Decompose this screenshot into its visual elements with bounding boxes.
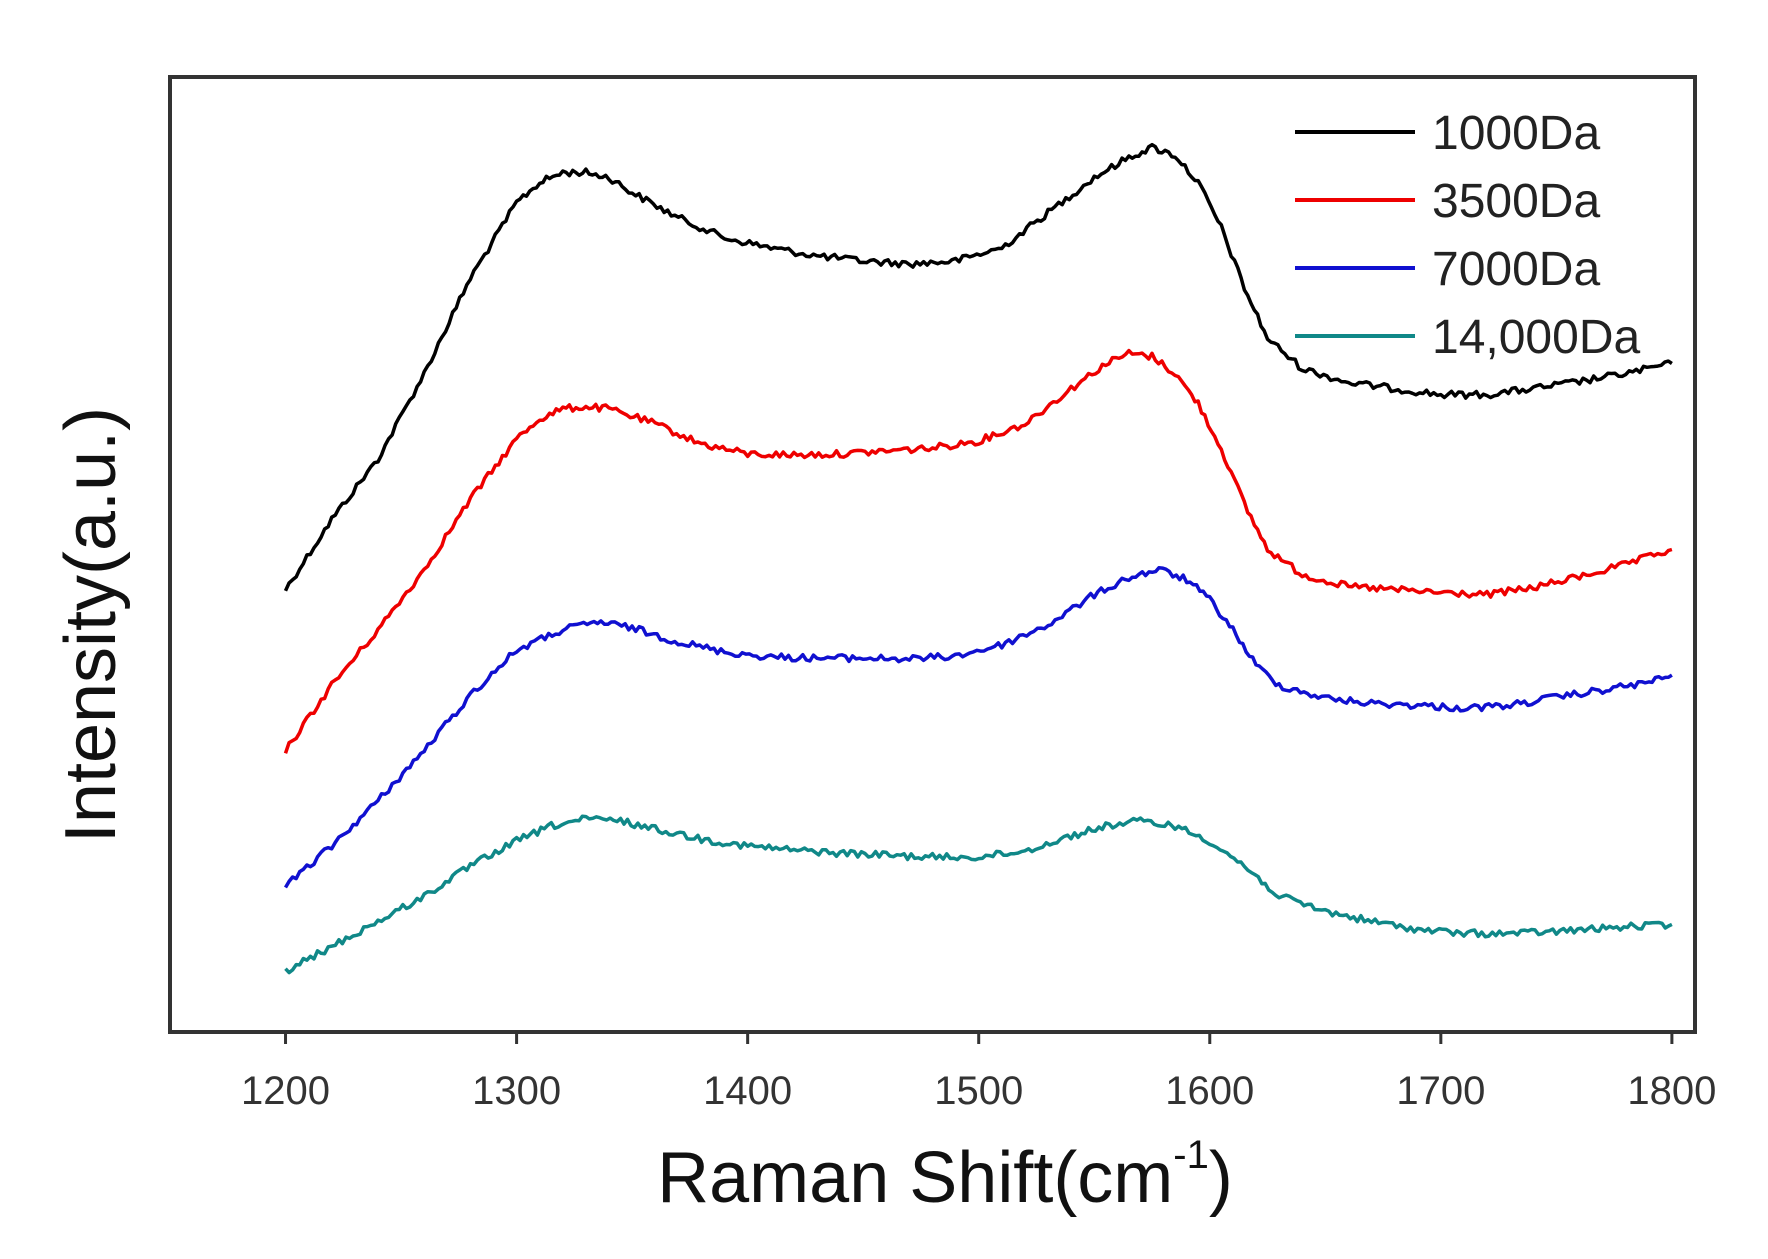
y-axis-title: Intensity(a.u.)	[51, 407, 131, 843]
x-tick-label-1600: 1600	[1165, 1069, 1254, 1113]
series-lines	[283, 142, 1673, 975]
legend: 1000Da 3500Da 7000Da 14,000Da	[1295, 107, 1640, 364]
series-line-3	[284, 814, 1673, 975]
x-tick-label-1300: 1300	[472, 1069, 561, 1113]
series-line-2	[283, 566, 1673, 889]
legend-label-0: 1000Da	[1432, 107, 1600, 160]
x-axis-title-suffix: )	[1209, 1138, 1233, 1218]
x-tick-label-1800: 1800	[1627, 1069, 1716, 1113]
x-tick-label-1200: 1200	[241, 1069, 330, 1113]
x-tick-label-1400: 1400	[703, 1069, 792, 1113]
plot-frame	[168, 75, 1697, 1034]
legend-label-3: 14,000Da	[1432, 311, 1640, 364]
legend-label-1: 3500Da	[1432, 175, 1600, 228]
legend-label-2: 7000Da	[1432, 243, 1600, 296]
series-line-0	[283, 142, 1673, 592]
x-axis-title-superscript: -1	[1173, 1133, 1209, 1177]
series-line-1	[283, 348, 1673, 754]
x-axis-title: Raman Shift(cm-1)	[657, 1133, 1233, 1218]
x-tick-label-1700: 1700	[1396, 1069, 1485, 1113]
x-tick-label-1500: 1500	[934, 1069, 1023, 1113]
x-axis-title-main: Raman Shift(cm	[657, 1138, 1173, 1218]
x-axis-ticks: 1200 1300 1400 1500 1600 1700 1800	[241, 1032, 1716, 1113]
